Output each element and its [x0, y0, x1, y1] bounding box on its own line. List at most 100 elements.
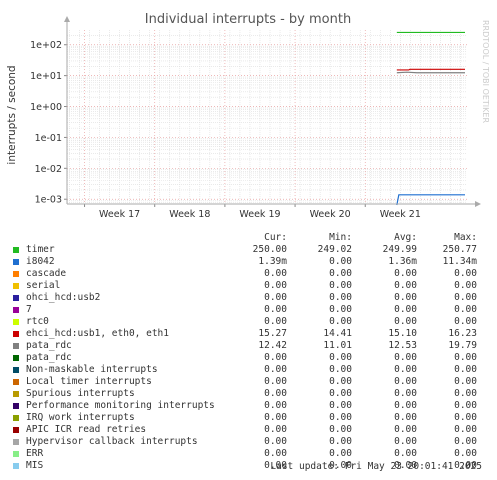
- legend-value-max: 0.00: [454, 280, 477, 291]
- legend-swatch: [13, 379, 19, 385]
- legend-row: MIS 0.00 0.00 0.00 0.00: [0, 460, 497, 472]
- legend-value-cur: 0.00: [264, 424, 287, 435]
- grid: [67, 30, 467, 204]
- legend-swatch: [13, 319, 19, 325]
- legend-swatch: [13, 403, 19, 409]
- legend-value-avg: 0.00: [394, 388, 417, 399]
- legend-value-min: 0.00: [329, 448, 352, 459]
- legend-value-max: 0.00: [454, 364, 477, 375]
- legend-value-min: 249.02: [317, 244, 352, 255]
- legend-value-avg: 0.00: [394, 268, 417, 279]
- chart: Individual interrupts - by month interru…: [0, 0, 497, 232]
- legend-swatch: [13, 451, 19, 457]
- legend-value-cur: 1.39m: [258, 256, 287, 267]
- legend-swatch: [13, 367, 19, 373]
- legend-value-min: 0.00: [329, 388, 352, 399]
- rrdtool-credit: RRDTOOL / TOBI OETIKER: [481, 20, 490, 123]
- legend-value-cur: 0.00: [264, 388, 287, 399]
- legend-swatch: [13, 271, 19, 277]
- legend-header-row: Cur: Min: Avg: Max:: [0, 232, 497, 244]
- legend-value-cur: 15.27: [258, 328, 287, 339]
- legend-value-avg: 15.10: [388, 328, 417, 339]
- legend-swatch: [13, 427, 19, 433]
- legend-series-name: Non-maskable interrupts: [26, 364, 158, 375]
- legend-value-cur: 0.00: [264, 352, 287, 363]
- legend-value-max: 19.79: [448, 340, 477, 351]
- legend-value-min: 0.00: [329, 304, 352, 315]
- legend-value-min: 0.00: [329, 316, 352, 327]
- legend-value-cur: 0.00: [264, 304, 287, 315]
- legend-value-max: 0.00: [454, 352, 477, 363]
- legend-value-avg: 0.00: [394, 292, 417, 303]
- legend-value-min: 0.00: [329, 424, 352, 435]
- series-lines: [396, 31, 465, 206]
- series-line-1: [396, 194, 465, 206]
- legend-value-max: 0.00: [454, 376, 477, 387]
- legend-value-max: 0.00: [454, 448, 477, 459]
- axes: [64, 16, 481, 207]
- x-tick-label: Week 21: [380, 209, 421, 220]
- legend-value-min: 14.41: [323, 328, 352, 339]
- x-tick-label: Week 18: [169, 209, 210, 220]
- legend-value-min: 0.00: [329, 460, 352, 471]
- legend-swatch: [13, 415, 19, 421]
- legend-value-min: 0.00: [329, 436, 352, 447]
- legend-series-name: serial: [26, 280, 61, 291]
- legend-value-min: 0.00: [329, 364, 352, 375]
- legend-value-avg: 0.00: [394, 448, 417, 459]
- legend-value-max: 0.00: [454, 304, 477, 315]
- legend-header-min: Min:: [329, 232, 352, 243]
- legend-swatch: [13, 259, 19, 265]
- legend-value-cur: 0.00: [264, 412, 287, 423]
- legend-value-max: 0.00: [454, 388, 477, 399]
- legend-value-cur: 0.00: [264, 292, 287, 303]
- legend-value-max: 16.23: [448, 328, 477, 339]
- legend-swatch: [13, 295, 19, 301]
- legend-row: ERR 0.00 0.00 0.00 0.00: [0, 448, 497, 460]
- legend-row: Spurious interrupts 0.00 0.00 0.00 0.00: [0, 388, 497, 400]
- legend-series-name: ohci_hcd:usb2: [26, 292, 101, 303]
- legend-value-avg: 1.36m: [388, 256, 417, 267]
- legend-row: ohci_hcd:usb2 0.00 0.00 0.00 0.00: [0, 292, 497, 304]
- legend-value-min: 0.00: [329, 412, 352, 423]
- series-line-7: [396, 68, 465, 71]
- y-tick-label: 1e-01: [35, 133, 62, 144]
- legend-swatch: [13, 307, 19, 313]
- series-line-8: [396, 71, 465, 74]
- y-tick-label: 1e-02: [35, 164, 62, 175]
- legend-series-name: Local timer interrupts: [26, 376, 152, 387]
- legend-row: pata_rdc 12.42 11.01 12.53 19.79: [0, 340, 497, 352]
- legend-value-avg: 0.00: [394, 316, 417, 327]
- legend-value-avg: 249.99: [382, 244, 417, 255]
- legend-value-cur: 0.00: [264, 376, 287, 387]
- y-tick-label: 1e+00: [30, 102, 62, 113]
- legend-series-name: Performance monitoring interrupts: [26, 400, 215, 411]
- legend-series-name: 7: [26, 304, 32, 315]
- legend-value-max: 0.00: [454, 316, 477, 327]
- legend-swatch: [13, 343, 19, 349]
- legend-value-min: 0.00: [329, 280, 352, 291]
- legend-series-name: pata_rdc: [26, 352, 72, 363]
- legend-row: cascade 0.00 0.00 0.00 0.00: [0, 268, 497, 280]
- legend-value-max: 0.00: [454, 292, 477, 303]
- legend-series-name: IRQ work interrupts: [26, 412, 135, 423]
- legend-swatch: [13, 391, 19, 397]
- legend-series-name: i8042: [26, 256, 55, 267]
- y-tick-label: 1e+02: [30, 40, 62, 51]
- legend-value-min: 11.01: [323, 340, 352, 351]
- last-update: Last update: Fri May 23 20:01:41 2025: [270, 461, 482, 472]
- legend-series-name: cascade: [26, 268, 67, 279]
- legend-series-name: rtc0: [26, 316, 49, 327]
- legend-header-cur: Cur:: [264, 232, 287, 243]
- y-tick-label: 1e-03: [35, 195, 62, 206]
- legend-series-name: timer: [26, 244, 55, 255]
- legend-value-avg: 0.00: [394, 400, 417, 411]
- legend-value-avg: 0.00: [394, 376, 417, 387]
- legend-row: Non-maskable interrupts 0.00 0.00 0.00 0.00: [0, 364, 497, 376]
- legend-value-min: 0.00: [329, 352, 352, 363]
- legend-row: APIC ICR read retries 0.00 0.00 0.00 0.00: [0, 424, 497, 436]
- legend-value-cur: 0.00: [264, 316, 287, 327]
- legend-row: IRQ work interrupts 0.00 0.00 0.00 0.00: [0, 412, 497, 424]
- x-tick-label: Week 20: [310, 209, 351, 220]
- y-tick-label: 1e+01: [30, 71, 62, 82]
